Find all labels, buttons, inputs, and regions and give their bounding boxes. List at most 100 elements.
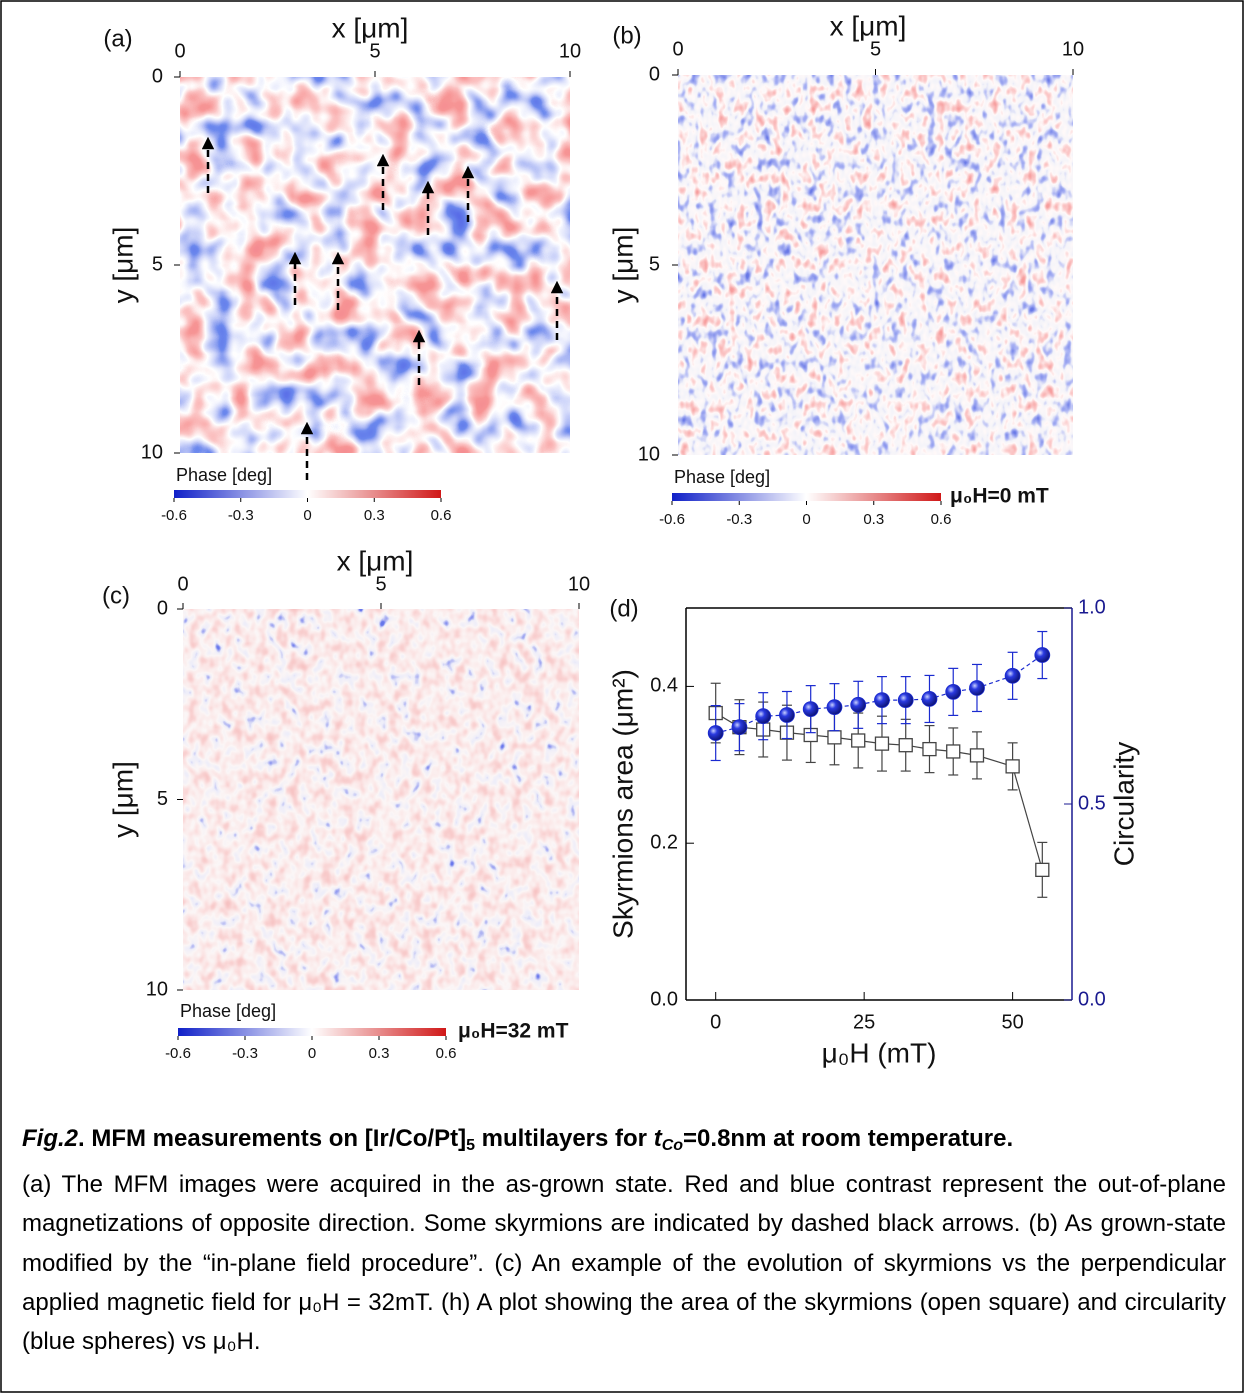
colorbar-tick-label: 0 bbox=[303, 507, 311, 524]
y-tick-label: 0.0 bbox=[650, 988, 678, 1010]
caption: Fig.2. MFM measurements on [Ir/Co/Pt]5 m… bbox=[22, 1119, 1226, 1361]
colorbar-tick-label: 0.3 bbox=[364, 507, 385, 524]
x-tick-label: 10 bbox=[568, 573, 590, 595]
colorbar bbox=[178, 1028, 446, 1036]
y-tick-label: 10 bbox=[141, 441, 163, 463]
y2-axis-label: Circularity bbox=[1108, 742, 1139, 866]
y2-tick-label: 0.0 bbox=[1078, 988, 1106, 1010]
colorbar-tick-label: 0.6 bbox=[931, 511, 952, 528]
x-tick-label: 25 bbox=[853, 1011, 875, 1033]
caption-label: Fig.2 bbox=[22, 1125, 79, 1152]
marker-square bbox=[922, 741, 937, 757]
panel-label: (d) bbox=[609, 595, 638, 622]
y-tick-label: 0 bbox=[152, 65, 163, 87]
colorbar-tick-label: -0.3 bbox=[228, 507, 254, 524]
marker-square bbox=[1035, 862, 1050, 878]
mfm-image bbox=[183, 609, 579, 990]
x-axis-label: x [μm] bbox=[830, 10, 907, 41]
x-tick-label: 10 bbox=[1062, 38, 1084, 60]
y-tick-label: 0 bbox=[157, 597, 168, 619]
x-axis-label: μ₀H (mT) bbox=[822, 1037, 937, 1068]
colorbar-tick-label: 0.6 bbox=[431, 507, 452, 524]
y-tick-label: 10 bbox=[638, 443, 660, 465]
marker-square bbox=[1005, 759, 1020, 774]
marker-sphere bbox=[826, 699, 843, 716]
caption-title: Co bbox=[661, 1137, 684, 1154]
x-axis-label: x [μm] bbox=[332, 12, 409, 43]
colorbar bbox=[174, 490, 441, 498]
x-tick-label: 0 bbox=[710, 1011, 721, 1033]
marker-sphere bbox=[969, 680, 985, 696]
caption-body: (a) The MFM images were acquired in the … bbox=[22, 1171, 1226, 1356]
colorbar-tick-label: -0.6 bbox=[165, 1045, 191, 1062]
x-axis-label: x [μm] bbox=[337, 545, 414, 576]
x-tick-label: 5 bbox=[369, 40, 380, 62]
caption-title: =0.8nm at room temperature. bbox=[683, 1125, 1014, 1152]
colorbar-tick-label: -0.6 bbox=[161, 507, 187, 524]
marker-square bbox=[851, 733, 866, 748]
y-axis-label: y [μm] bbox=[607, 227, 638, 304]
marker-sphere bbox=[874, 692, 890, 709]
colorbar-tick-label: 0.3 bbox=[863, 511, 884, 528]
marker-sphere bbox=[921, 691, 938, 707]
x-tick-label: 10 bbox=[559, 40, 581, 62]
caption-title: multilayers for bbox=[474, 1125, 654, 1152]
colorbar-label: Phase [deg] bbox=[176, 465, 272, 485]
caption-title: . MFM measurements on [Ir/Co/Pt] bbox=[78, 1125, 467, 1152]
marker-sphere bbox=[707, 725, 724, 741]
colorbar-tick-label: 0.3 bbox=[369, 1045, 390, 1062]
y-tick-label: 0.4 bbox=[650, 675, 678, 697]
colorbar-label: Phase [deg] bbox=[180, 1001, 276, 1021]
panel-label: (b) bbox=[612, 22, 641, 49]
mfm-image bbox=[180, 77, 570, 453]
x-tick-label: 50 bbox=[1001, 1011, 1023, 1033]
x-tick-label: 5 bbox=[870, 38, 881, 60]
marker-square bbox=[827, 730, 842, 745]
marker-sphere bbox=[731, 719, 748, 736]
x-tick-label: 0 bbox=[174, 40, 185, 62]
marker-sphere bbox=[779, 707, 795, 723]
colorbar bbox=[672, 493, 941, 501]
marker-sphere bbox=[1004, 667, 1021, 684]
x-tick-label: 5 bbox=[375, 573, 386, 595]
colorbar-tick-label: 0 bbox=[802, 511, 810, 528]
x-tick-label: 0 bbox=[672, 38, 683, 60]
marker-square bbox=[898, 738, 913, 753]
field-label: μ₀H=32 mT bbox=[458, 1020, 569, 1043]
panel-label: (c) bbox=[102, 582, 130, 609]
marker-sphere bbox=[897, 692, 914, 709]
y-tick-label: 5 bbox=[157, 788, 168, 810]
y2-tick-label: 0.5 bbox=[1078, 792, 1106, 814]
y2-tick-label: 1.0 bbox=[1078, 596, 1106, 618]
marker-sphere bbox=[1034, 647, 1051, 663]
colorbar-tick-label: 0 bbox=[308, 1045, 316, 1062]
caption-title: t bbox=[653, 1125, 662, 1152]
y-axis-label: Skyrmions area (μm²) bbox=[607, 669, 638, 939]
marker-sphere bbox=[755, 708, 772, 725]
field-label: μ₀H=0 mT bbox=[950, 485, 1049, 508]
colorbar-tick-label: 0.6 bbox=[436, 1045, 457, 1062]
y-tick-label: 5 bbox=[649, 253, 660, 275]
marker-sphere bbox=[850, 696, 867, 713]
marker-square bbox=[946, 744, 961, 759]
colorbar-tick-label: -0.3 bbox=[232, 1045, 258, 1062]
panel-label: (a) bbox=[103, 25, 132, 52]
marker-square bbox=[874, 736, 890, 751]
colorbar-label: Phase [deg] bbox=[674, 467, 770, 487]
colorbar-tick-label: -0.3 bbox=[726, 511, 752, 528]
marker-sphere bbox=[945, 683, 962, 700]
colorbar-tick-label: -0.6 bbox=[659, 511, 685, 528]
caption-title: 5 bbox=[466, 1137, 475, 1154]
y-tick-label: 0 bbox=[649, 63, 660, 85]
marker-square bbox=[969, 748, 985, 763]
y-tick-label: 10 bbox=[146, 978, 168, 1000]
mfm-image bbox=[678, 75, 1073, 455]
y-axis-label: y [μm] bbox=[107, 227, 138, 304]
y-tick-label: 0.2 bbox=[650, 831, 678, 853]
marker-sphere bbox=[802, 701, 819, 718]
x-tick-label: 0 bbox=[177, 573, 188, 595]
y-axis-label: y [μm] bbox=[107, 761, 138, 838]
